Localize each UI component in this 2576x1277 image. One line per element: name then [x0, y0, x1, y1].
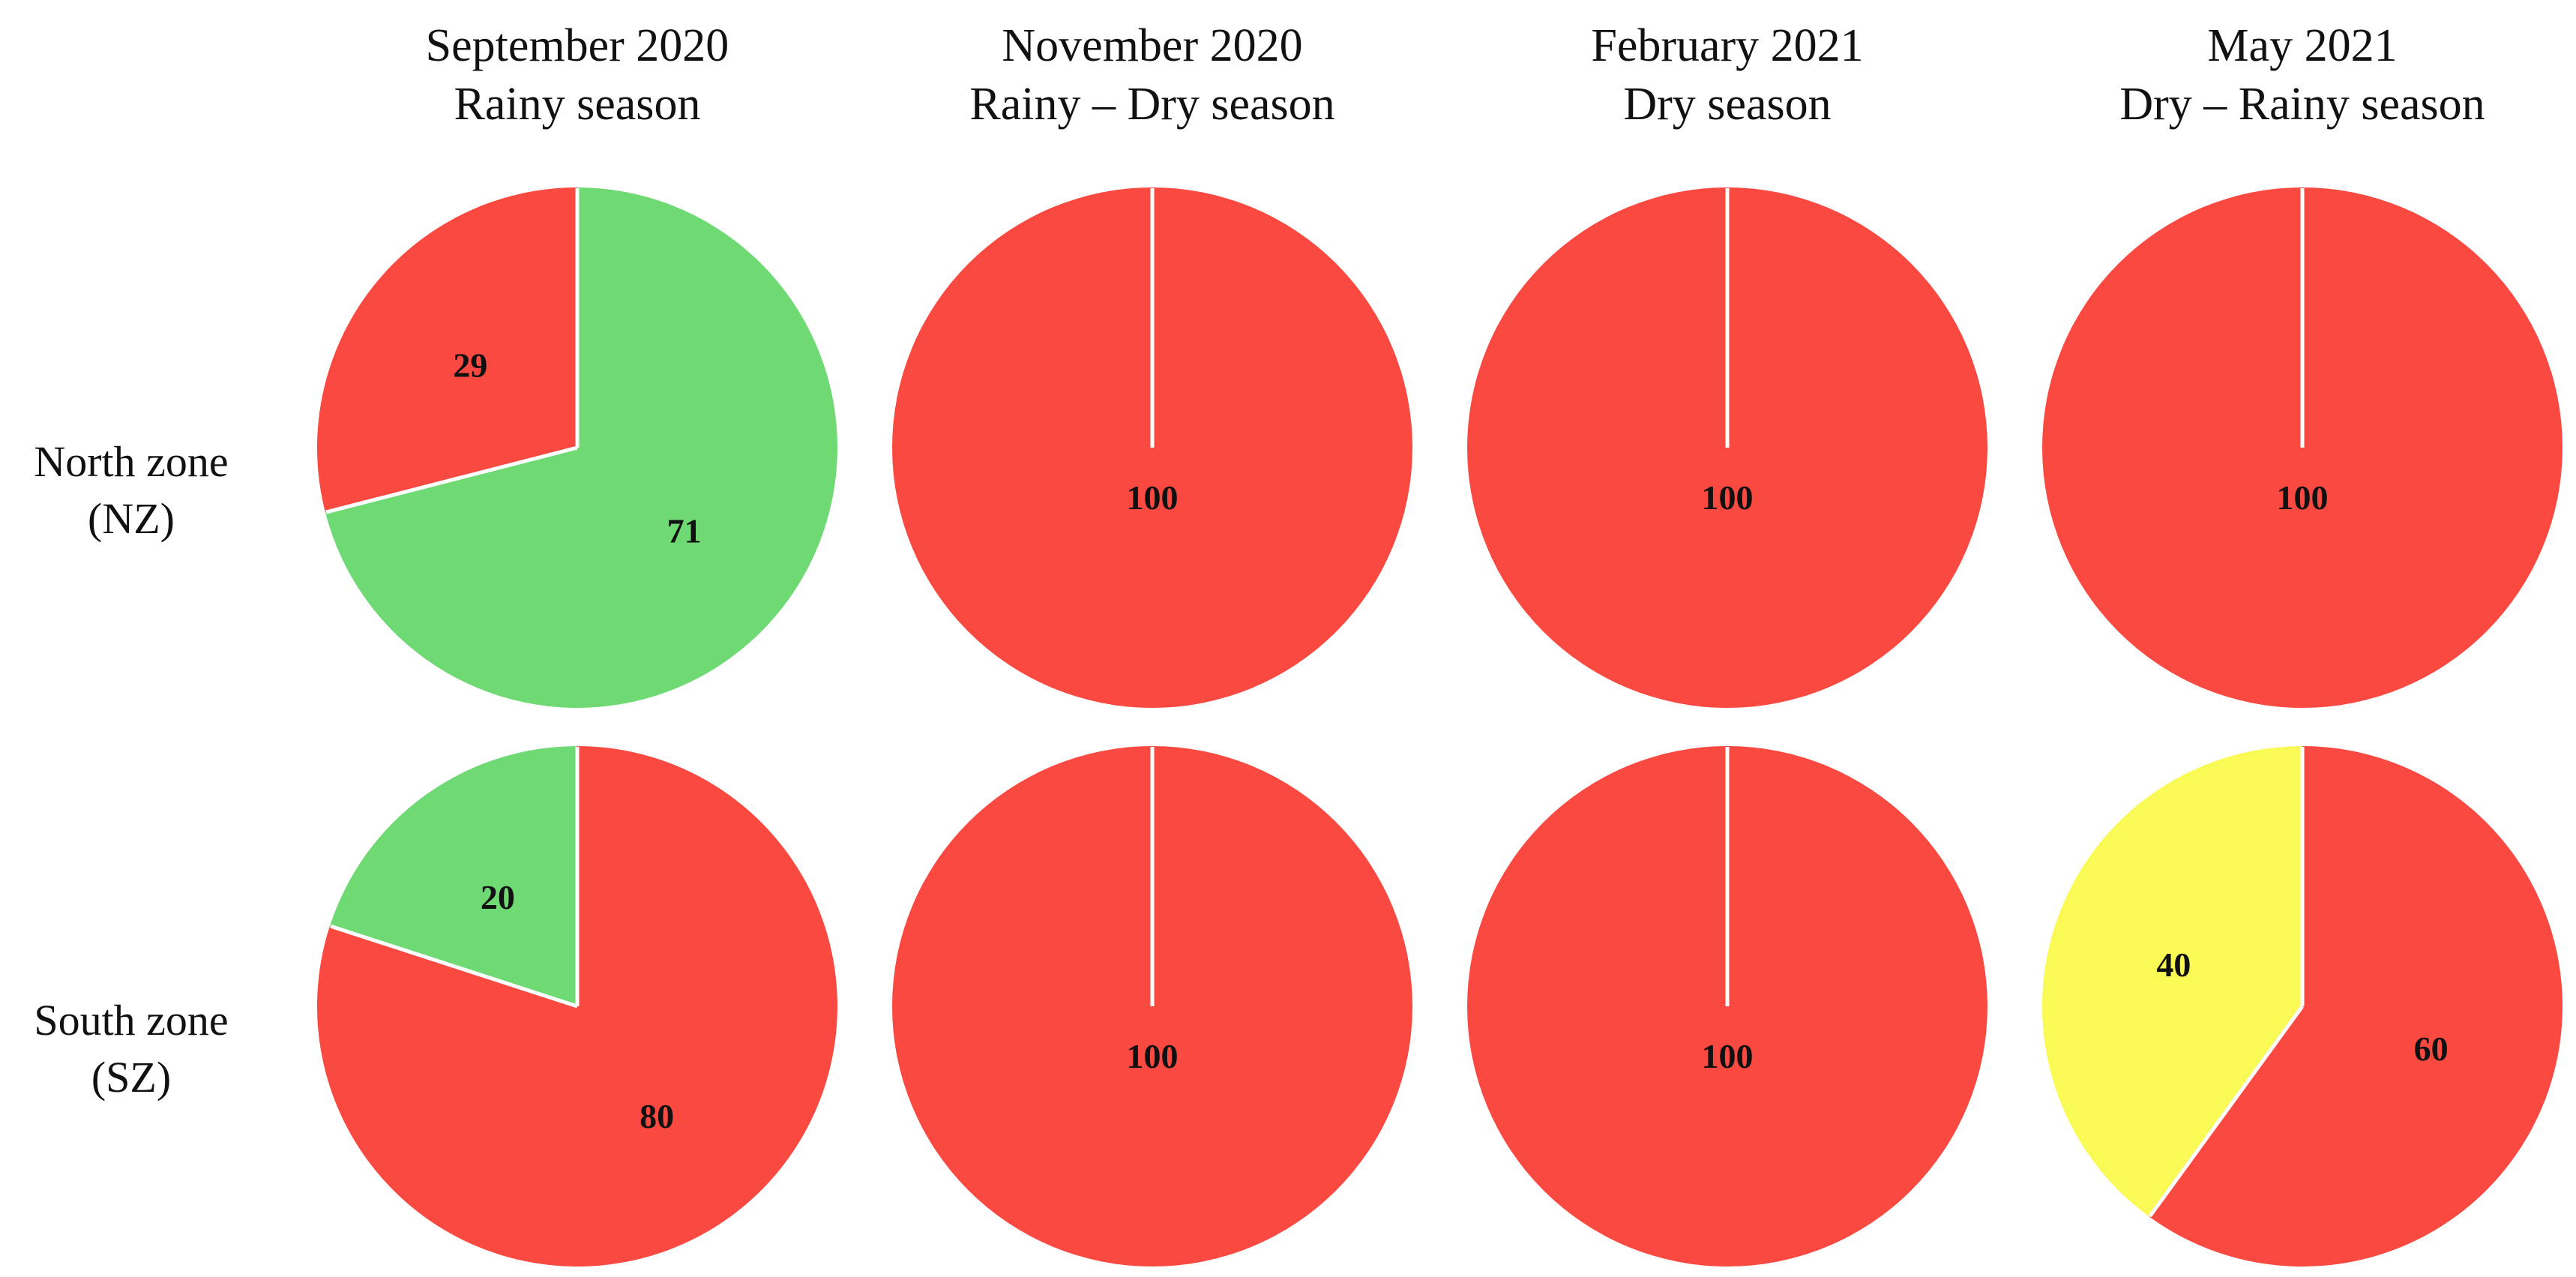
row-header-line2: (NZ) [88, 494, 175, 543]
pie-slice-green [329, 746, 577, 1006]
slice-value-label: 100 [1127, 478, 1179, 517]
slice-value-label: 29 [453, 346, 487, 384]
pie-sz-may-2021: 60 40 [2042, 746, 2563, 1267]
column-header-line1: May 2021 [2207, 20, 2398, 71]
pie-slice-green [325, 187, 837, 708]
slice-value-label: 100 [1702, 478, 1754, 517]
slice-value-label: 60 [2414, 1030, 2449, 1068]
row-header-north-zone: North zone (NZ) [0, 433, 262, 547]
row-header-line1: North zone [34, 437, 229, 486]
slice-divider-line [2148, 1005, 2305, 1218]
pie-sz-february-2021: 100 [1467, 746, 1987, 1267]
column-header-line2: Dry – Rainy season [2119, 79, 2485, 130]
pie-slice-red [316, 187, 577, 513]
slice-value-label: 71 [667, 512, 702, 550]
column-header-line2: Rainy season [454, 79, 701, 130]
slice-value-label: 40 [2156, 946, 2191, 984]
pie-nz-may-2021: 100 [2042, 187, 2563, 708]
column-header-september-2020: September 2020 Rainy season [292, 16, 862, 133]
column-header-line2: Dry season [1623, 79, 1832, 130]
pie-nz-november-2020: 100 [892, 187, 1412, 708]
pie-sz-september-2020: 80 20 [316, 746, 837, 1267]
row-header-line1: South zone [34, 996, 229, 1045]
column-header-line1: November 2020 [1002, 20, 1303, 71]
row-header-south-zone: South zone (SZ) [0, 992, 262, 1106]
column-header-may-2021: May 2021 Dry – Rainy season [2017, 16, 2576, 133]
column-header-february-2021: February 2021 Dry season [1442, 16, 2012, 133]
pie-slice-yellow [2042, 746, 2302, 1217]
pie-nz-september-2020: 71 29 [316, 187, 837, 708]
row-header-line2: (SZ) [91, 1053, 172, 1102]
slice-divider-line [330, 924, 578, 1009]
pie-nz-february-2021: 100 [1467, 187, 1987, 708]
slice-value-label: 20 [481, 878, 515, 916]
column-header-line1: February 2021 [1591, 20, 1864, 71]
column-header-line2: Rainy – Dry season [969, 79, 1335, 130]
pie-sz-november-2020: 100 [892, 746, 1412, 1267]
slice-value-label: 80 [640, 1097, 674, 1135]
slice-value-label: 100 [1127, 1037, 1179, 1075]
column-header-november-2020: November 2020 Rainy – Dry season [867, 16, 1437, 133]
slice-value-label: 100 [1702, 1037, 1754, 1075]
pie-slice-red [2149, 746, 2563, 1267]
column-header-line1: September 2020 [425, 20, 729, 71]
slice-divider-line [325, 445, 578, 514]
slice-value-label: 100 [2277, 478, 2329, 517]
